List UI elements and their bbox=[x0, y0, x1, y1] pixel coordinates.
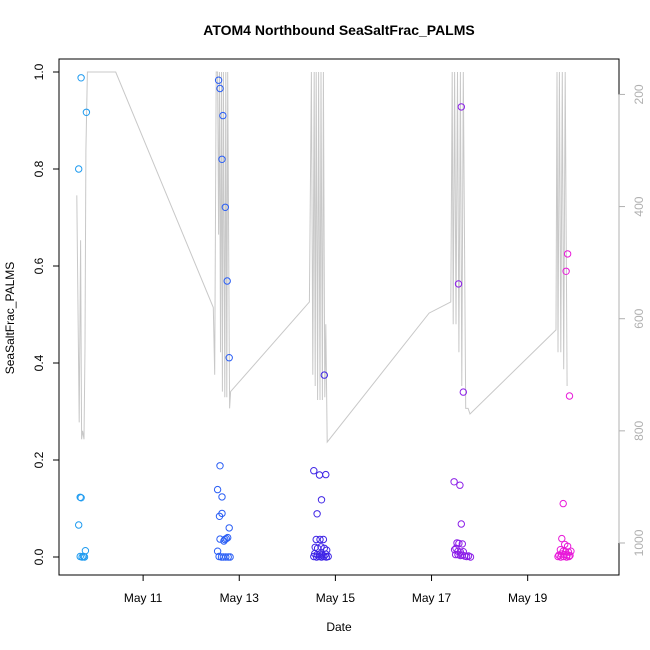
data-point-series-2 bbox=[214, 76, 223, 84]
x-tick-label: May 19 bbox=[508, 591, 548, 605]
plot-box bbox=[58, 58, 620, 576]
right-axis: 200 400 600 800 1000 bbox=[618, 84, 646, 556]
data-point-series-1 bbox=[75, 521, 83, 529]
data-point-series-5 bbox=[559, 499, 567, 508]
data-point-series-3 bbox=[315, 471, 324, 479]
data-point-series-2 bbox=[223, 277, 231, 285]
data-point-series-2 bbox=[219, 111, 227, 120]
y-tick-label: 1.0 bbox=[32, 63, 46, 80]
data-point-series-5 bbox=[563, 250, 572, 258]
data-point-series-5 bbox=[557, 553, 565, 561]
data-point-series-2 bbox=[224, 553, 232, 561]
data-point-series-2 bbox=[226, 553, 234, 561]
data-point-series-3 bbox=[319, 535, 328, 544]
data-point-series-3 bbox=[313, 510, 321, 518]
y-tick-label: 0.8 bbox=[32, 160, 46, 177]
data-point-series-1 bbox=[82, 108, 91, 117]
altitude-trace-layer bbox=[76, 71, 568, 444]
data-point-series-2 bbox=[218, 509, 226, 518]
data-point-series-2 bbox=[218, 155, 226, 164]
x-axis: May 11 May 13 May 15 May 17 May 19 bbox=[124, 574, 548, 605]
data-point-series-3 bbox=[324, 552, 332, 561]
y-tick-label: 0.6 bbox=[32, 257, 46, 274]
data-point-series-3 bbox=[317, 496, 326, 504]
data-point-series-3 bbox=[312, 535, 320, 544]
data-point-series-5 bbox=[558, 534, 566, 543]
right-tick-label: 200 bbox=[632, 84, 646, 104]
data-point-series-4 bbox=[454, 280, 463, 288]
data-point-series-5 bbox=[565, 552, 573, 561]
data-point-series-5 bbox=[560, 552, 568, 561]
y-tick-label: 0.2 bbox=[32, 451, 46, 468]
x-tick-label: May 17 bbox=[412, 591, 452, 605]
data-point-series-2 bbox=[213, 547, 222, 555]
data-point-series-4 bbox=[456, 481, 464, 489]
data-point-series-5 bbox=[567, 547, 575, 555]
data-point-series-4 bbox=[466, 553, 475, 561]
right-tick-label: 600 bbox=[632, 308, 646, 328]
data-point-series-2 bbox=[225, 354, 233, 362]
data-point-series-2 bbox=[221, 203, 230, 212]
y-tick-label: 0.4 bbox=[32, 354, 46, 371]
altitude-trace-line bbox=[76, 71, 568, 444]
points-layer bbox=[75, 74, 575, 561]
data-point-series-3 bbox=[317, 543, 325, 551]
data-point-series-4 bbox=[457, 520, 465, 528]
x-tick-label: May 15 bbox=[316, 591, 356, 605]
y-axis-label: SeaSaltFrac_PALMS bbox=[3, 262, 17, 375]
data-point-series-3 bbox=[320, 371, 328, 379]
right-tick-label: 800 bbox=[632, 421, 646, 441]
data-point-series-2 bbox=[218, 493, 226, 501]
data-point-series-4 bbox=[450, 478, 458, 486]
x-tick-label: May 11 bbox=[124, 591, 163, 605]
data-point-series-3 bbox=[322, 470, 330, 479]
x-axis-label: Date bbox=[326, 620, 352, 634]
data-point-series-2 bbox=[216, 462, 224, 470]
data-point-series-1 bbox=[77, 74, 85, 82]
data-point-series-4 bbox=[459, 388, 467, 396]
data-point-series-3 bbox=[310, 552, 318, 561]
data-point-series-5 bbox=[562, 267, 570, 275]
data-point-series-4 bbox=[458, 540, 466, 548]
y-axis: 0.0 0.2 0.4 0.6 0.8 1.0 bbox=[32, 63, 60, 565]
data-point-series-5 bbox=[554, 552, 562, 561]
data-point-series-2 bbox=[220, 537, 228, 545]
data-point-series-1 bbox=[75, 165, 83, 173]
data-point-series-2 bbox=[216, 84, 224, 93]
right-tick-label: 1000 bbox=[632, 529, 646, 556]
data-point-series-4 bbox=[457, 103, 465, 111]
data-point-series-5 bbox=[565, 392, 574, 400]
data-point-series-2 bbox=[213, 485, 222, 494]
data-point-series-3 bbox=[316, 535, 324, 544]
right-tick-label: 400 bbox=[632, 196, 646, 216]
chart-title: ATOM4 Northbound SeaSaltFrac_PALMS bbox=[203, 22, 474, 38]
data-point-series-1 bbox=[80, 553, 89, 561]
data-point-series-2 bbox=[222, 553, 230, 561]
data-point-series-1 bbox=[77, 494, 85, 502]
x-tick-label: May 13 bbox=[220, 591, 260, 605]
data-point-series-3 bbox=[310, 467, 318, 475]
data-point-series-2 bbox=[222, 534, 231, 543]
data-point-series-2 bbox=[225, 524, 233, 532]
y-tick-label: 0.0 bbox=[32, 548, 46, 565]
